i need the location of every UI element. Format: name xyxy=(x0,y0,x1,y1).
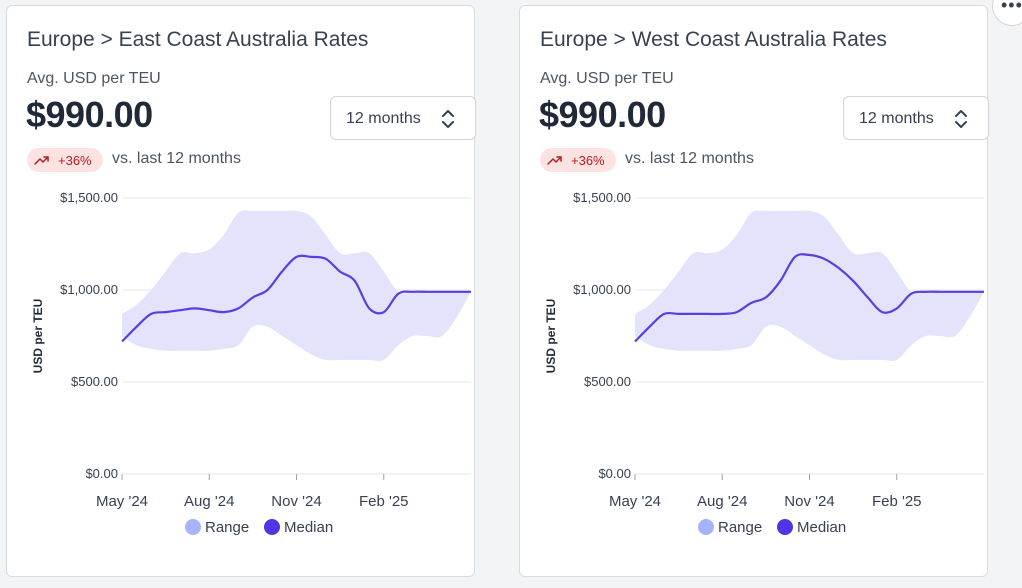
rate-chart: $1,500.00 $1,000.00 $500.00 $0.00 May '24 Aug… xyxy=(544,190,984,536)
change-percent: +36% xyxy=(58,153,92,168)
y-tick-label: $1,000.00 xyxy=(573,282,631,297)
range-band xyxy=(635,210,984,362)
x-tick-label: Aug '24 xyxy=(697,493,747,510)
average-price: $990.00 xyxy=(26,94,153,135)
legend-median-swatch xyxy=(777,519,793,535)
legend-range-swatch xyxy=(185,519,201,535)
legend-range-swatch xyxy=(698,519,714,535)
x-tick-label: Aug '24 xyxy=(184,493,234,510)
rate-chart: $1,500.00 $1,000.00 $500.00 $0.00 May '24 Aug… xyxy=(31,190,471,536)
y-tick-label: $1,500.00 xyxy=(573,190,631,205)
card-title: Europe > East Coast Australia Rates xyxy=(27,28,369,51)
y-axis-title: USD per TEU xyxy=(544,299,558,374)
average-price: $990.00 xyxy=(539,94,666,135)
x-tick-label: Nov '24 xyxy=(271,493,321,510)
card-subtitle: Avg. USD per TEU xyxy=(27,70,161,87)
range-band xyxy=(122,210,471,362)
legend-range-label: Range xyxy=(718,519,762,536)
change-percent: +36% xyxy=(571,153,605,168)
legend-range-label: Range xyxy=(205,519,249,536)
y-tick-label: $500.00 xyxy=(71,374,118,389)
period-select[interactable]: 12 months xyxy=(843,96,989,140)
period-select[interactable]: 12 months xyxy=(330,96,476,140)
x-tick-label: Feb '25 xyxy=(359,493,409,510)
chevron-up-down-icon xyxy=(442,110,454,128)
comparison-text: vs. last 12 months xyxy=(625,150,754,167)
more-options-button[interactable]: ••• xyxy=(992,0,1022,26)
card-subtitle: Avg. USD per TEU xyxy=(540,70,674,87)
legend-median-label: Median xyxy=(284,519,333,536)
y-axis-title: USD per TEU xyxy=(31,299,45,374)
trending-up-icon xyxy=(547,156,562,165)
legend-median-label: Median xyxy=(797,519,846,536)
trending-up-icon xyxy=(34,156,49,165)
change-badge: +36% xyxy=(540,148,616,172)
x-tick-label: Nov '24 xyxy=(784,493,834,510)
period-select-value: 12 months xyxy=(346,110,421,127)
y-tick-label: $1,500.00 xyxy=(60,190,118,205)
card-title: Europe > West Coast Australia Rates xyxy=(540,28,887,51)
y-tick-label: $0.00 xyxy=(85,466,118,481)
chart-card-east-coast: Europe > East Coast Australia Rates Avg.… xyxy=(6,5,476,577)
chevron-up-down-icon xyxy=(955,110,967,128)
x-tick-label: May '24 xyxy=(96,493,148,510)
median-line xyxy=(634,253,984,343)
period-select-value: 12 months xyxy=(859,110,934,127)
comparison-text: vs. last 12 months xyxy=(112,150,241,167)
x-tick-label: May '24 xyxy=(609,493,661,510)
y-tick-label: $1,000.00 xyxy=(60,282,118,297)
y-tick-label: $0.00 xyxy=(598,466,631,481)
chart-card-west-coast: Europe > West Coast Australia Rates Avg.… xyxy=(519,5,989,577)
x-tick-label: Feb '25 xyxy=(872,493,922,510)
median-line xyxy=(121,254,471,343)
y-tick-label: $500.00 xyxy=(584,374,631,389)
more-horizontal-icon: ••• xyxy=(1001,0,1022,15)
legend-median-swatch xyxy=(264,519,280,535)
change-badge: +36% xyxy=(27,148,103,172)
